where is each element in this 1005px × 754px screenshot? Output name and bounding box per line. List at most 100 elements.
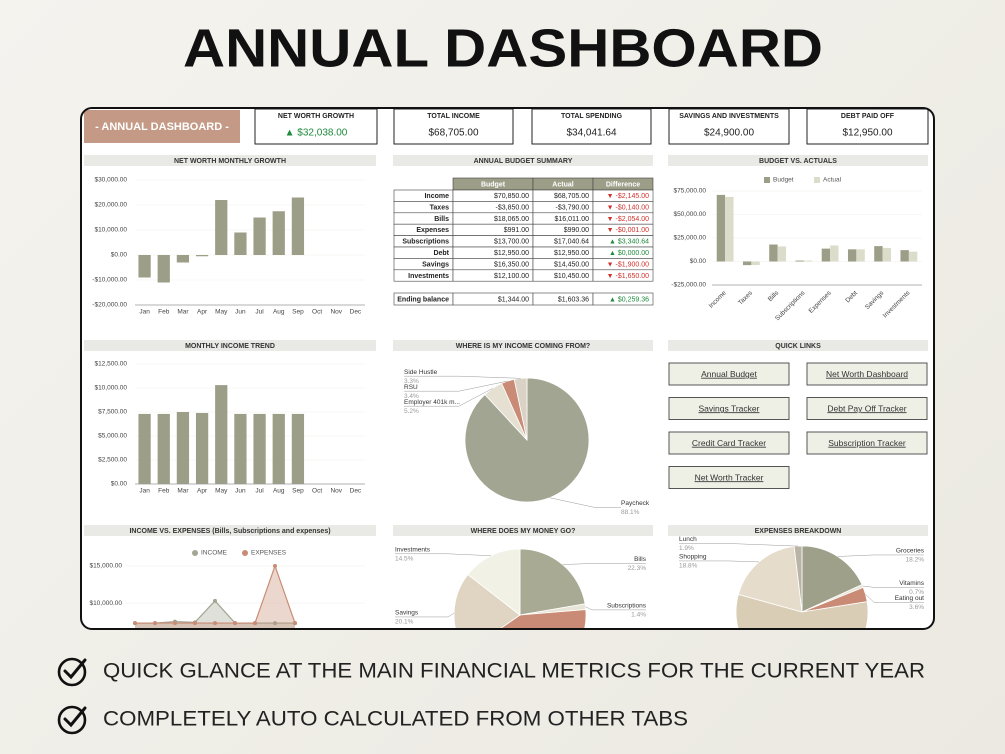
bar <box>234 413 247 484</box>
y-tick-label: $10,000.00 <box>94 385 127 392</box>
point <box>233 621 237 626</box>
quick-link-button[interactable] <box>806 397 928 420</box>
leader-line <box>404 375 521 379</box>
table-value: $1,344.00 <box>498 296 529 303</box>
quick-link-label[interactable]: Debt Pay Off Tracker <box>827 403 906 413</box>
x-tick-label: Dec <box>350 488 362 495</box>
table-value: $13,700.00 <box>494 239 529 246</box>
page-title: ANNUAL DASHBOARD <box>183 18 823 78</box>
bullet-text: QUICK GLANCE AT THE MAIN FINANCIAL METRI… <box>103 660 925 683</box>
pie-slice <box>737 546 803 613</box>
leader-line <box>395 553 491 556</box>
quick-link-button[interactable] <box>668 397 790 420</box>
table-value: -$3,790.00 <box>556 204 590 211</box>
table-value: $12,950.00 <box>494 250 529 257</box>
kpi-value: $34,041.64 <box>566 128 616 139</box>
quick-link-label[interactable]: Annual Budget <box>701 369 757 379</box>
quick-link-button[interactable] <box>668 466 790 489</box>
section-title: MONTHLY INCOME TREND <box>185 343 275 350</box>
section-title: QUICK LINKS <box>775 343 821 350</box>
bar <box>856 249 865 262</box>
legend-marker <box>192 550 198 556</box>
section-header <box>84 155 376 166</box>
slice-value: 0.7% <box>909 589 924 596</box>
quick-link-button[interactable] <box>668 362 790 386</box>
quick-link-button[interactable] <box>806 362 928 386</box>
bar <box>725 196 734 262</box>
bar <box>138 255 151 278</box>
y-tick-label: $12,500.00 <box>94 361 127 368</box>
slice-label: Groceries <box>896 548 925 555</box>
section-header <box>393 155 653 166</box>
bar <box>716 194 726 262</box>
x-tick-label: Mar <box>177 309 189 316</box>
kpi-value: $24,900.00 <box>704 128 754 139</box>
table-value: $68,705.00 <box>554 193 589 200</box>
panel-border <box>80 107 935 630</box>
quick-link-label[interactable]: Net Worth Dashboard <box>826 369 908 379</box>
x-tick-label: Jan <box>139 309 150 316</box>
bar <box>157 413 170 484</box>
kpi-value: $12,950.00 <box>842 128 892 139</box>
table-value: ▼ -$1,900.00 <box>607 261 649 268</box>
slice-label: Bills <box>634 556 647 563</box>
x-tick-label: Sep <box>292 488 304 495</box>
quick-link-button[interactable] <box>668 431 790 455</box>
slice-label: Subscriptions <box>607 603 647 610</box>
x-tick-label: Sep <box>292 309 304 316</box>
quick-link-label[interactable]: Credit Card Tracker <box>692 438 766 448</box>
bar <box>215 385 228 484</box>
slice-label: Lunch <box>679 536 697 543</box>
table-value: ▲ $0,259.36 <box>609 296 649 303</box>
slice-value: 3.4% <box>404 393 419 400</box>
section-title: WHERE IS MY INCOME COMING FROM? <box>456 343 590 350</box>
row-label: Debt <box>433 250 449 257</box>
pie-slice <box>735 593 869 629</box>
y-tick-label: $10,000.00 <box>89 600 122 607</box>
slice-value: 3.6% <box>909 604 924 611</box>
quick-link-button[interactable] <box>806 431 928 455</box>
quick-link-label[interactable]: Savings Tracker <box>699 403 760 413</box>
bar <box>777 246 787 262</box>
leader-line <box>562 563 646 565</box>
row-label: Bills <box>434 216 449 223</box>
point <box>213 621 217 626</box>
bar <box>195 255 209 257</box>
bar <box>253 413 266 484</box>
x-tick-label: Jun <box>235 488 246 495</box>
bar <box>253 217 266 255</box>
kpi-value: $68,705.00 <box>428 128 478 139</box>
legend-marker <box>764 177 770 183</box>
table-value: $990.00 <box>564 227 589 234</box>
slice-value: 5.2% <box>404 408 419 415</box>
kpi-label: NET WORTH GROWTH <box>278 113 354 120</box>
table-value: $1,603.36 <box>558 296 589 303</box>
table-cell <box>592 292 654 306</box>
y-tick-label: -$25,000.00 <box>671 282 706 289</box>
bar <box>157 255 170 283</box>
table-value: -$3,850.00 <box>496 204 530 211</box>
pie-slice <box>467 548 521 616</box>
section-title: NET WORTH MONTHLY GROWTH <box>174 158 286 165</box>
row-label: Subscriptions <box>402 239 449 246</box>
section-header <box>393 525 653 536</box>
table-value: $12,100.00 <box>494 273 529 280</box>
bar <box>830 245 839 262</box>
quick-link-label[interactable]: Net Worth Tracker <box>695 472 764 482</box>
bar <box>803 260 813 262</box>
section-title: BUDGET VS. ACTUALS <box>759 158 837 165</box>
y-tick-label: $0.00 <box>690 258 707 265</box>
section-header <box>84 525 376 536</box>
x-tick-label: May <box>215 488 228 495</box>
point <box>293 621 297 626</box>
bar <box>908 251 918 262</box>
point <box>253 621 257 626</box>
quick-link-label[interactable]: Subscription Tracker <box>828 438 906 448</box>
x-tick-label: Dec <box>350 309 362 316</box>
slice-value: 3.3% <box>404 378 419 385</box>
bar <box>176 255 190 263</box>
leader-line <box>862 585 924 588</box>
leader-line <box>404 388 493 407</box>
y-tick-label: $25,000.00 <box>673 235 706 242</box>
